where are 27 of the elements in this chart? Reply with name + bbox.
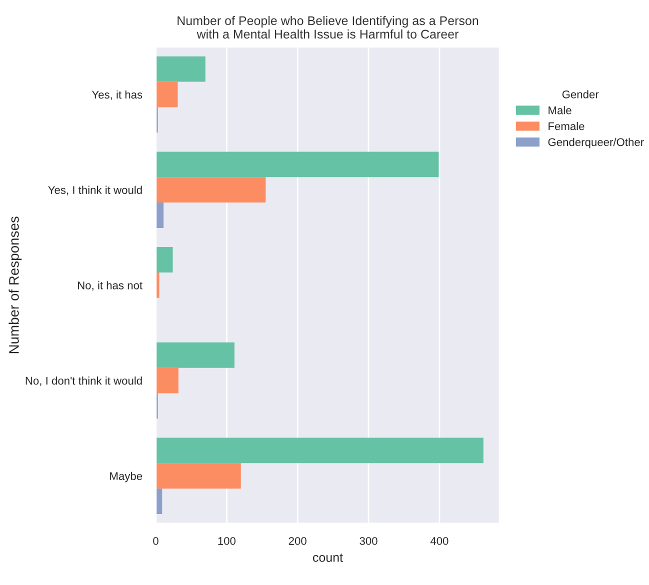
legend-title: Gender bbox=[562, 90, 599, 98]
legend-label: Genderqueer/Other bbox=[548, 138, 644, 148]
y-tick-label: Yes, it has bbox=[92, 90, 142, 100]
x-tick-label: 400 bbox=[430, 537, 448, 545]
chart-title: Number of People who Believe Identifying as a Person with a Mental Health Issue is Harmful to Career bbox=[178, 16, 478, 39]
bar bbox=[156, 202, 164, 228]
bar bbox=[156, 56, 206, 82]
x-tick-label: 200 bbox=[288, 537, 306, 545]
x-tick-label: 0 bbox=[153, 537, 158, 545]
bar bbox=[156, 463, 241, 489]
y-axis-title: Number of Responses bbox=[8, 216, 22, 354]
x-tick-label: 300 bbox=[360, 537, 378, 545]
legend-label: Female bbox=[548, 122, 584, 130]
legend-label: Male bbox=[548, 106, 572, 114]
x-axis-title: count bbox=[312, 554, 343, 562]
bar bbox=[156, 438, 484, 464]
bar bbox=[156, 342, 234, 368]
x-tick-label: 100 bbox=[218, 537, 236, 545]
y-tick-label: No, I don't think it would bbox=[26, 376, 142, 386]
y-tick-label: No, it has not bbox=[78, 281, 142, 291]
y-tick-label: Maybe bbox=[110, 472, 142, 482]
bar bbox=[156, 247, 173, 272]
bar bbox=[156, 152, 439, 178]
y-tick-label: Yes, I think it would bbox=[48, 186, 142, 196]
bar bbox=[156, 368, 178, 394]
bar bbox=[156, 82, 178, 108]
bar bbox=[156, 177, 266, 203]
